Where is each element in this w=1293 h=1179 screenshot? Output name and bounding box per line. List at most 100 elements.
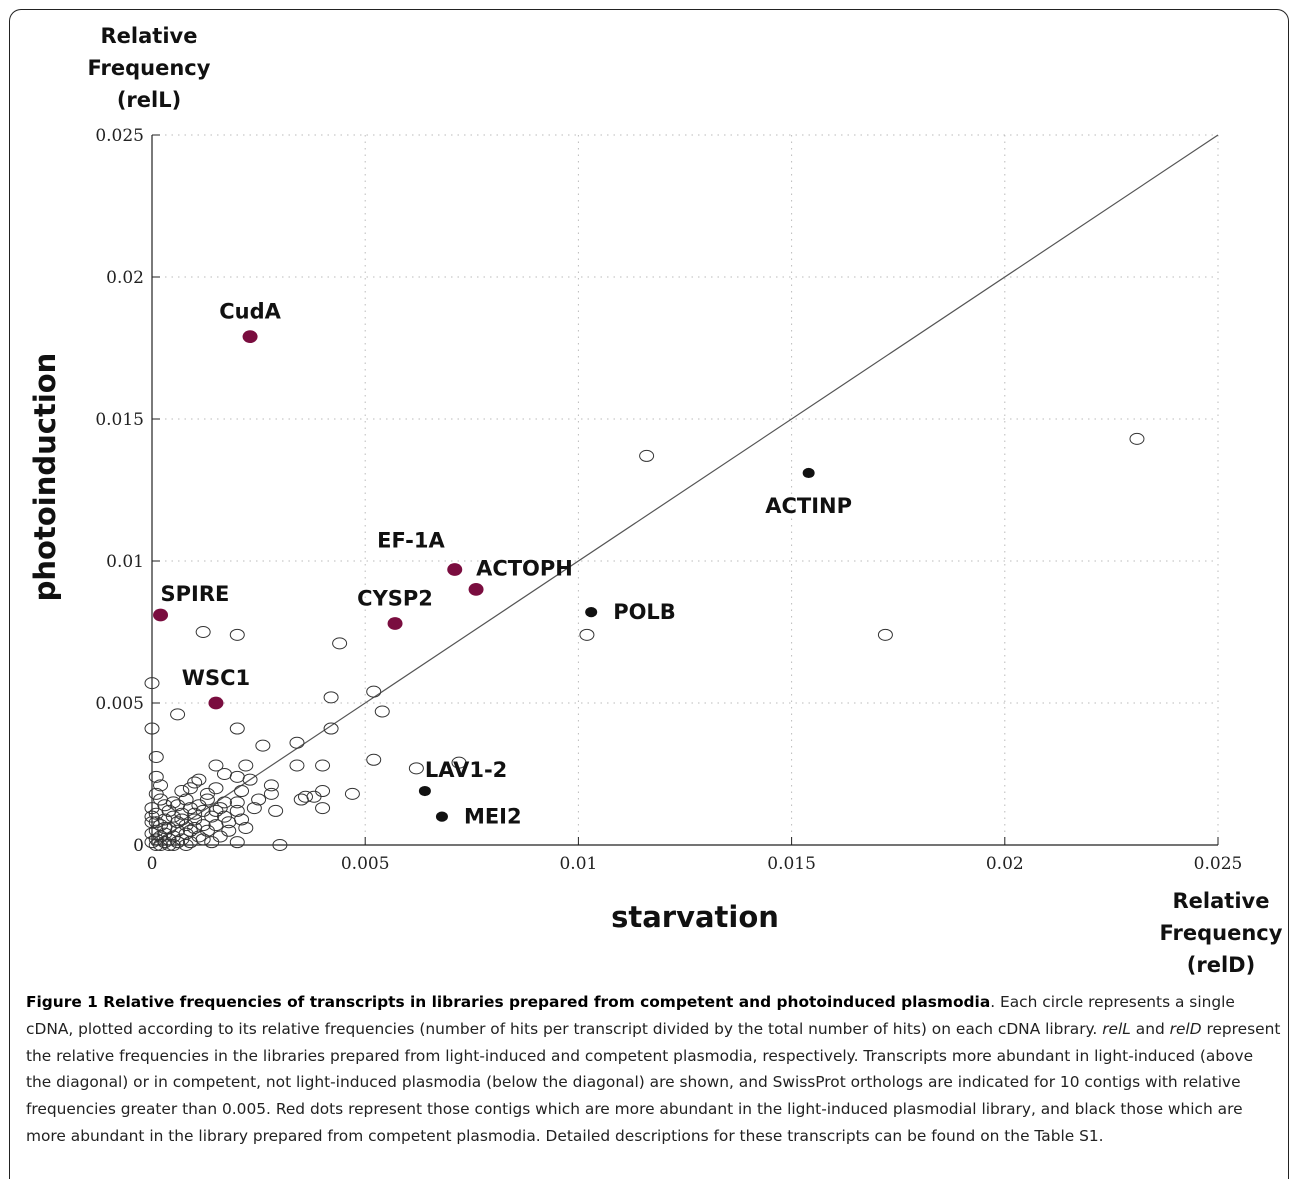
open-circle-point [293,793,309,806]
highlighted-point-actoph [468,583,484,596]
open-circle-point [408,762,424,775]
open-circle-point [216,796,232,809]
point-label-actoph: ACTOPH [476,556,573,580]
open-circle-point [255,739,271,752]
open-circle-point [153,793,169,806]
open-circle-point [229,804,245,817]
open-circle-point [251,793,267,806]
y-corner-line-2: Frequency [87,56,211,80]
open-circle-point [208,759,224,772]
open-circle-point [165,839,181,851]
point-label-spire: SPIRE [161,582,230,606]
open-circle-point [268,804,284,817]
diagonal-line [151,134,1219,846]
point-label-polb: POLB [613,600,676,624]
open-circle-point [165,810,181,823]
open-circle-point [187,776,203,789]
open-circle-point [182,782,198,795]
open-circle-point [144,827,160,840]
open-circle-point [174,807,190,820]
open-circle-point [144,836,160,849]
open-circle-point [157,836,173,849]
open-circle-point [148,833,164,846]
point-label-actinp: ACTINP [765,494,852,518]
open-circle-point [153,779,169,792]
open-circle-point [323,691,339,704]
open-circle-point [229,628,245,641]
open-circle-point [272,839,288,851]
x-tick-label: 0.01 [559,854,597,874]
open-circle-point [199,787,215,800]
open-circle-point [148,816,164,829]
open-circle-point [195,819,211,832]
open-circle-point [208,782,224,795]
open-circle-point [148,839,164,851]
highlighted-point-actinp [802,467,815,479]
x-tick-label: 0 [147,854,158,874]
highlighted-point-wsc1 [208,696,224,710]
y-axis-title: photoinduction [28,352,62,602]
point-label-ef-1a: EF-1A [377,529,445,553]
caption-text-3: represent the relative frequencies in th… [26,1019,1281,1145]
open-circle-point [579,628,595,641]
figure-caption: Figure 1 Relative frequencies of transcr… [26,989,1281,1150]
x-tick-label: 0.02 [986,854,1024,874]
y-tick-label: 0.015 [95,410,144,430]
caption-text-1: . Each circle represents a single cDNA, … [26,993,1235,1038]
caption-text-2: and [1130,1019,1170,1038]
open-circle-point [182,824,198,837]
highlighted-point-cuda [242,330,258,344]
highlighted-point-spire [153,608,169,622]
x-corner-line-3: (relD) [1186,953,1256,977]
open-circle-point [315,759,331,772]
open-circle-point [221,824,237,837]
open-circle-point [174,813,190,826]
open-circle-point [148,824,164,837]
highlighted-point-polb [585,607,598,618]
open-circle-point [157,799,173,812]
y-tick-label: 0.01 [106,552,144,572]
x-axis-corner-label: Relative Frequency (relD) [1148,885,1293,981]
open-circle-point [204,810,220,823]
open-circle-point [229,722,245,735]
x-tick-label: 0.015 [767,854,816,874]
caption-em-reld: relD [1169,1019,1202,1038]
y-tick-label: 0 [133,836,144,856]
open-circle-point [374,705,390,718]
open-circle-point [144,722,160,735]
open-circle-point [174,785,190,798]
open-circle-point [212,802,228,815]
open-circle-point [298,790,314,803]
open-circle-point [877,628,893,641]
open-circle-point [229,796,245,809]
open-circle-point [195,833,211,846]
open-circle-point [170,708,186,721]
x-axis-title: starvation [611,900,779,934]
open-circle-point [238,759,254,772]
x-corner-line-1: Relative [1172,889,1270,913]
highlighted-point-ef-1a [447,563,463,576]
highlighted-point-mei2 [435,811,448,822]
open-circle-point [1129,432,1145,445]
open-circle-point [161,839,177,851]
open-circle-point [263,787,279,800]
open-circle-point [144,677,160,690]
point-label-lav1-2: LAV1-2 [425,758,507,782]
open-circle-point [366,685,382,698]
open-circle-point [242,773,258,786]
scatter-chart: 0 0.005 0.01 0.015 0.02 0.025 0 0.005 0.01 0.015 0… [95,126,1242,874]
open-circle-point [315,802,331,815]
y-tick-label: 0.025 [95,126,144,146]
open-circle-point [212,830,228,843]
open-circle-point [451,756,467,769]
open-circle-point [148,787,164,800]
point-label-mei2: MEI2 [464,805,522,829]
open-circle-point [148,770,164,783]
open-circle-point [238,821,254,834]
open-circle-point [246,802,262,815]
point-label-cysp2: CYSP2 [357,586,433,610]
open-circle-point [263,779,279,792]
open-circle-point [144,810,160,823]
open-circle-point [332,637,348,650]
open-circle-point [229,770,245,783]
